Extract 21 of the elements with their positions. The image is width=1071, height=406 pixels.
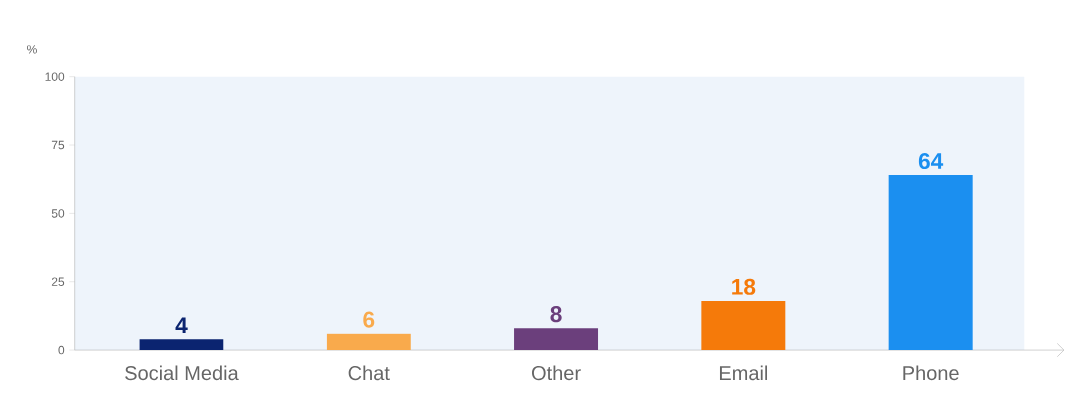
y-tick-label: 100	[45, 72, 65, 81]
bar	[139, 339, 224, 351]
x-tick-label: Social Media	[125, 365, 239, 381]
x-tick-label: Other	[531, 365, 581, 381]
y-tick-label: 0	[58, 345, 65, 355]
data-label: 18	[732, 278, 756, 295]
data-label: 4	[175, 317, 188, 334]
data-label: 6	[363, 311, 375, 328]
y-tick-label: 50	[51, 209, 65, 218]
data-label: 64	[918, 152, 944, 170]
bar	[514, 328, 599, 351]
data-label: 8	[550, 306, 562, 323]
x-tick-label: Chat	[348, 365, 390, 381]
y-tick-label: 25	[51, 277, 65, 286]
y-tick-label: 75	[51, 140, 65, 150]
bar	[701, 300, 786, 351]
x-tick-label: Phone	[903, 365, 959, 381]
bar	[326, 333, 411, 351]
bar	[888, 175, 973, 351]
x-tick-label: Email	[719, 365, 768, 381]
y-axis-title: %	[27, 45, 37, 54]
